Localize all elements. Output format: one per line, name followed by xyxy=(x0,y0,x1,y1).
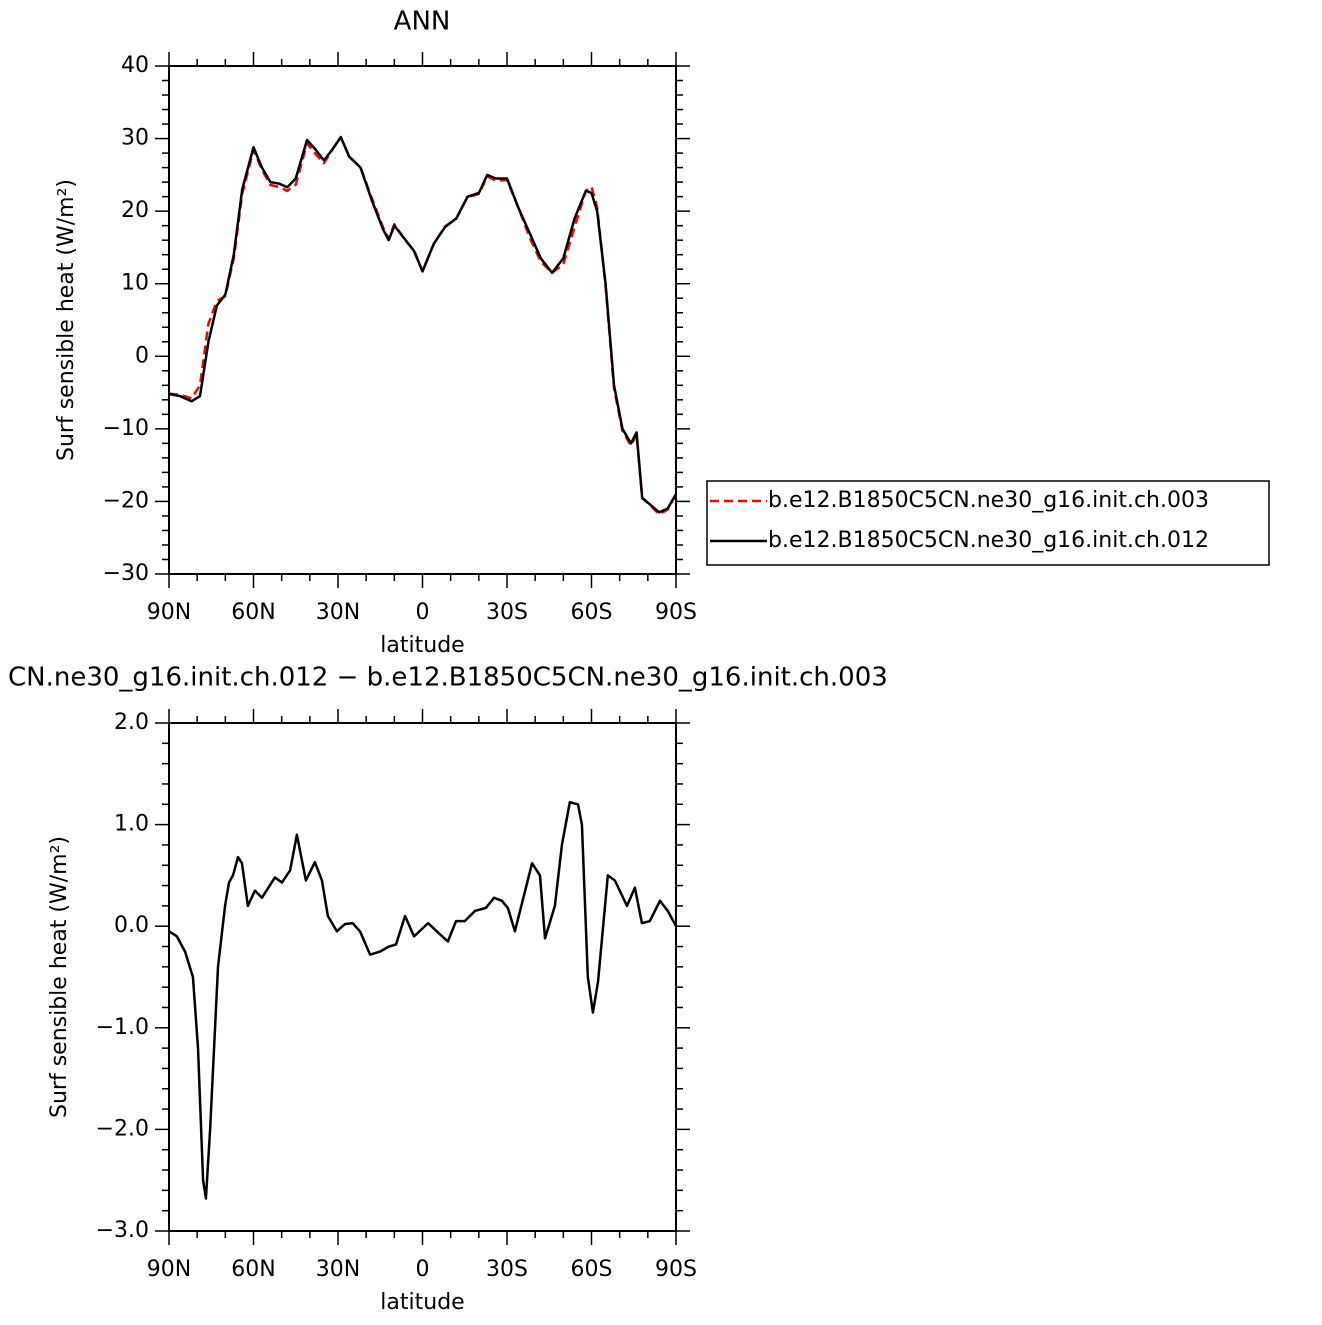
plot-frame xyxy=(168,65,677,575)
x-tick-label: 60N xyxy=(231,1257,275,1282)
y-tick-label: −1.0 xyxy=(96,1015,149,1040)
legend-box xyxy=(706,480,1270,566)
x-tick-label: 90N xyxy=(147,1257,191,1282)
y-tick-label: 2.0 xyxy=(114,710,149,735)
x-tick-label: 0 xyxy=(416,1257,430,1282)
x-tick-label: 30S xyxy=(486,1257,528,1282)
x-tick-label: 30S xyxy=(486,600,528,625)
y-tick-label: 10 xyxy=(121,271,149,296)
y-tick-label: −3.0 xyxy=(96,1218,149,1243)
y-tick-label: −2.0 xyxy=(96,1116,149,1141)
y-tick-label: −10 xyxy=(103,416,149,441)
x-tick-label: 60S xyxy=(571,1257,613,1282)
data-line xyxy=(168,135,678,514)
y-tick-label: 0 xyxy=(135,343,149,368)
x-tick-label: 30N xyxy=(316,600,360,625)
y-tick-label: 20 xyxy=(121,198,149,223)
y-tick-label: 0.0 xyxy=(114,913,149,938)
x-tick-label: 90S xyxy=(655,600,697,625)
data-line xyxy=(168,135,678,516)
x-tick-label: 90N xyxy=(147,600,191,625)
y-tick-label: 30 xyxy=(121,126,149,151)
chart-title: CN.ne30_g16.init.ch.012 − b.e12.B1850C5C… xyxy=(8,663,888,693)
x-axis-label: latitude xyxy=(380,633,464,658)
y-tick-label: −30 xyxy=(103,561,149,586)
x-tick-label: 90S xyxy=(655,1257,697,1282)
data-line xyxy=(168,801,678,1200)
plot-frame xyxy=(168,722,677,1232)
y-tick-label: −20 xyxy=(103,488,149,513)
chart-title: ANN xyxy=(394,7,451,37)
y-tick-label: 1.0 xyxy=(114,812,149,837)
x-tick-label: 30N xyxy=(316,1257,360,1282)
y-tick-label: 40 xyxy=(121,53,149,78)
x-tick-label: 60N xyxy=(231,600,275,625)
legend-label: b.e12.B1850C5CN.ne30_g16.init.ch.012 xyxy=(768,528,1209,553)
y-axis-label: Surf sensible heat (W/m²) xyxy=(47,836,72,1118)
x-axis-label: latitude xyxy=(380,1290,464,1315)
x-tick-label: 60S xyxy=(571,600,613,625)
y-axis-label: Surf sensible heat (W/m²) xyxy=(54,179,79,461)
x-tick-label: 0 xyxy=(416,600,430,625)
legend-label: b.e12.B1850C5CN.ne30_g16.init.ch.003 xyxy=(768,488,1209,513)
